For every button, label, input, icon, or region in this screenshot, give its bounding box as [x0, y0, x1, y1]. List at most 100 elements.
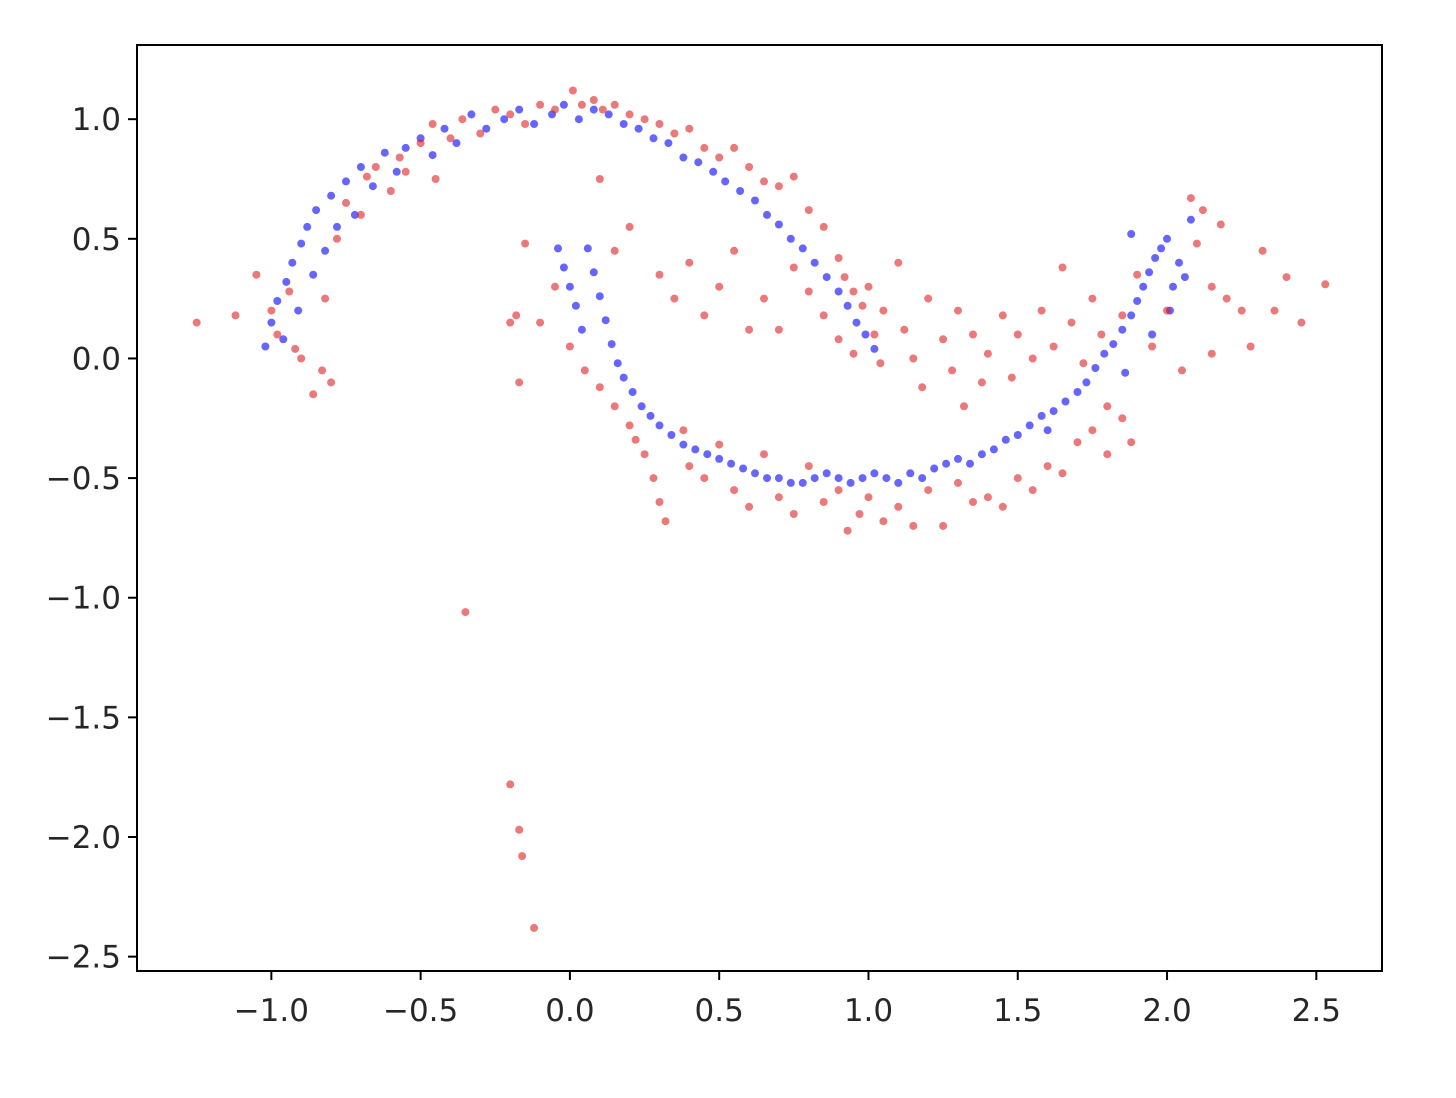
- data-point-series-1-9: [318, 366, 327, 375]
- data-point-series-0-40: [694, 158, 703, 167]
- data-point-series-1-99: [1118, 311, 1127, 320]
- data-point-series-1-67: [774, 325, 783, 334]
- data-point-series-1-170: [518, 852, 527, 861]
- data-point-series-0-110: [1109, 340, 1118, 349]
- data-point-series-0-70: [646, 411, 655, 420]
- data-point-series-1-41: [700, 143, 709, 152]
- data-point-series-1-95: [1079, 359, 1088, 368]
- data-point-series-1-11: [321, 294, 330, 303]
- data-point-series-1-133: [685, 462, 694, 471]
- data-point-series-1-23: [446, 134, 455, 143]
- data-point-series-1-154: [983, 493, 992, 502]
- data-point-series-1-13: [342, 198, 350, 207]
- x-axis: −1.0 −0.5 0.0 0.5 1.0 1.5 2.0 2.5: [234, 971, 1341, 1029]
- data-point-series-0-93: [918, 474, 927, 483]
- data-point-series-1-111: [1258, 246, 1267, 255]
- data-point-series-1-66: [760, 294, 768, 303]
- data-point-series-1-159: [1058, 469, 1067, 478]
- data-point-series-1-89: [1013, 330, 1022, 339]
- data-point-series-1-38: [655, 120, 664, 128]
- data-point-series-0-118: [1163, 234, 1171, 243]
- data-point-series-0-95: [942, 459, 951, 468]
- data-point-series-0-114: [1139, 282, 1148, 291]
- data-point-series-1-114: [1297, 318, 1306, 327]
- data-point-series-1-123: [580, 366, 589, 375]
- data-point-series-0-2: [273, 297, 282, 305]
- data-point-series-1-88: [1007, 373, 1016, 382]
- data-point-series-0-63: [595, 292, 604, 301]
- data-point-series-1-90: [1028, 354, 1037, 363]
- data-point-series-1-35: [610, 100, 619, 109]
- data-point-series-0-67: [619, 373, 628, 382]
- data-point-series-0-99: [989, 445, 998, 454]
- data-point-series-0-55: [870, 344, 879, 353]
- data-point-series-1-33: [589, 96, 598, 104]
- data-point-series-0-109: [1100, 349, 1109, 358]
- data-point-series-0-19: [392, 167, 401, 176]
- data-point-series-1-70: [819, 311, 828, 320]
- y-axis: 1.0 0.5 0.0 −0.5 −1.0 −1.5 −2.0 −2.5: [46, 102, 137, 976]
- data-point-series-1-10: [327, 378, 336, 387]
- data-point-series-0-42: [721, 177, 730, 186]
- data-point-series-1-112: [1270, 306, 1279, 315]
- data-point-series-1-29: [536, 100, 545, 109]
- data-point-series-0-7: [297, 239, 306, 248]
- data-point-series-0-23: [440, 124, 449, 133]
- data-point-series-0-88: [858, 474, 867, 483]
- data-point-series-0-48: [798, 244, 807, 253]
- data-point-series-1-49: [819, 222, 828, 231]
- data-point-series-1-80: [939, 335, 948, 344]
- data-point-series-1-31: [568, 86, 577, 95]
- data-point-series-1-131: [661, 517, 670, 526]
- data-point-series-1-81: [948, 366, 957, 375]
- data-point-series-1-126: [625, 421, 634, 430]
- data-point-series-1-21: [428, 120, 437, 128]
- data-point-series-1-55: [876, 359, 885, 368]
- data-point-series-0-73: [679, 440, 688, 449]
- data-point-series-0-34: [604, 110, 613, 119]
- data-point-series-0-5: [288, 258, 297, 267]
- data-point-series-0-101: [1013, 431, 1022, 439]
- data-point-series-0-31: [559, 100, 568, 109]
- data-point-series-0-89: [870, 469, 879, 478]
- data-point-series-1-169: [515, 825, 524, 834]
- data-point-series-0-102: [1025, 421, 1034, 430]
- data-point-series-1-157: [1028, 486, 1037, 495]
- data-point-series-0-29: [530, 120, 539, 128]
- data-point-series-1-25: [476, 129, 485, 138]
- data-point-series-1-149: [909, 521, 918, 530]
- data-point-series-0-52: [843, 301, 852, 310]
- data-point-series-1-42: [715, 153, 724, 162]
- data-point-series-0-78: [739, 464, 748, 473]
- data-point-series-1-53: [858, 301, 867, 310]
- data-point-series-1-118: [521, 239, 530, 248]
- data-point-series-0-22: [428, 151, 437, 160]
- data-point-series-1-60: [670, 294, 679, 303]
- data-point-series-1-142: [819, 498, 828, 506]
- data-point-series-0-123: [1127, 230, 1136, 238]
- data-point-series-1-145: [855, 510, 864, 518]
- data-point-series-0-62: [589, 268, 598, 277]
- data-point-series-1-140: [789, 510, 798, 518]
- data-point-series-1-160: [1073, 438, 1082, 447]
- data-point-series-1-84: [969, 330, 977, 339]
- data-point-series-0-111: [1118, 325, 1127, 334]
- data-point-series-1-5: [285, 287, 294, 296]
- data-point-series-1-17: [386, 187, 395, 195]
- data-point-series-1-94: [1067, 318, 1076, 327]
- data-point-series-1-171: [530, 923, 539, 932]
- points-layer: [192, 86, 1330, 932]
- data-point-series-1-164: [1127, 438, 1136, 447]
- data-point-series-0-84: [810, 474, 819, 483]
- data-point-series-0-82: [786, 478, 795, 487]
- data-point-series-0-4: [282, 277, 291, 286]
- data-point-series-0-53: [852, 318, 861, 327]
- data-point-series-1-86: [983, 349, 992, 358]
- data-point-series-0-124: [1148, 330, 1157, 339]
- data-point-series-0-79: [751, 469, 759, 478]
- data-point-series-0-43: [736, 187, 745, 195]
- data-point-series-1-1: [231, 311, 240, 320]
- y-tick-label: −1.0: [46, 581, 121, 617]
- data-point-series-0-15: [350, 210, 359, 219]
